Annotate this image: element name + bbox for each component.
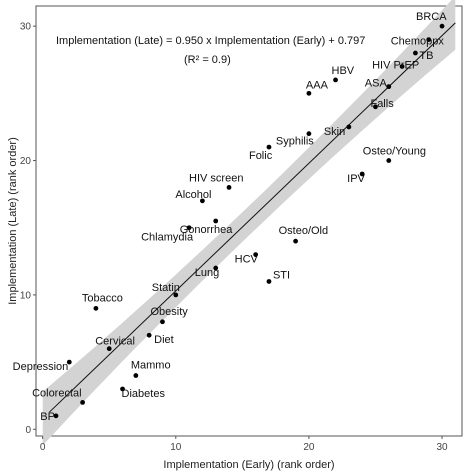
point-label: HIV screen: [189, 172, 243, 184]
point-label: AAA: [306, 79, 329, 91]
data-point: [306, 131, 312, 137]
data-point: [413, 50, 418, 56]
data-point: [399, 64, 405, 69]
data-point: [293, 238, 298, 244]
data-point: [200, 198, 205, 204]
x-axis-ticks: 0 10 20 30: [40, 436, 448, 453]
data-point: [386, 158, 392, 163]
data-point: [173, 292, 179, 298]
data-point: [66, 359, 72, 365]
point-label: Skin: [324, 126, 345, 138]
data-point: [439, 23, 445, 29]
x-tick-label: 10: [170, 442, 182, 453]
data-point: [120, 386, 125, 392]
point-label: Statin: [152, 282, 180, 294]
point-label: IPV: [347, 173, 365, 185]
data-point: [346, 124, 352, 130]
point-label: HCV: [235, 254, 259, 266]
data-point: [266, 279, 272, 284]
data-point: [146, 332, 152, 338]
data-point: [426, 37, 432, 42]
regression-r-squared: (R² = 0.9): [184, 54, 231, 66]
point-label: BRCA: [416, 11, 447, 23]
point-label: Alcohol: [175, 189, 211, 201]
data-point: [160, 319, 165, 325]
y-tick-label: 0: [25, 425, 31, 436]
x-tick-label: 20: [303, 442, 315, 453]
data-point: [186, 225, 192, 231]
data-point: [93, 305, 99, 311]
point-label: Obesity: [150, 306, 188, 318]
point-label: Osteo/Old: [279, 225, 329, 237]
data-point: [373, 104, 378, 110]
point-label: HBV: [332, 65, 355, 77]
data-point: [266, 144, 272, 150]
y-axis-ticks: 0 10 20 30: [20, 22, 36, 436]
points-layer: BP Colorectal Depression Diabetes Mammo Cervi…: [13, 11, 448, 423]
data-point: [213, 218, 219, 224]
point-label: Folic: [249, 150, 273, 162]
data-point: [386, 84, 392, 90]
point-label: BP: [40, 411, 55, 423]
x-tick-label: 30: [436, 442, 448, 453]
point-label: ASA: [365, 78, 388, 90]
point-label: STI: [273, 269, 290, 281]
x-axis-title: Implementation (Early) (rank order): [163, 459, 334, 471]
point-label: Syphilis: [276, 136, 314, 148]
data-point: [80, 400, 85, 405]
data-point: [359, 171, 365, 177]
point-label: Mammo: [131, 360, 171, 372]
point-label: Osteo/Young: [363, 146, 426, 158]
point-label: Gonorrhea: [180, 224, 233, 236]
data-point: [213, 265, 219, 271]
confidence-band: [42, 0, 456, 446]
point-label: Colorectal: [32, 387, 82, 399]
data-point: [306, 90, 312, 96]
point-label: Cervical: [95, 336, 135, 348]
data-point: [333, 77, 338, 83]
y-axis-title: Implementation (Late) (rank order): [7, 137, 19, 305]
data-point: [253, 252, 259, 257]
data-point: [53, 413, 59, 419]
x-tick-label: 0: [40, 442, 46, 453]
plot-area: BP Colorectal Depression Diabetes Mammo Cervi…: [13, 0, 463, 453]
y-tick-label: 30: [20, 22, 32, 33]
point-label: Chemoppx: [391, 36, 445, 48]
point-label: Chlamydia: [141, 232, 194, 244]
data-point: [226, 185, 232, 190]
regression-equation: Implementation (Late) = 0.950 x Implemen…: [56, 35, 365, 47]
point-label: Diabetes: [122, 388, 166, 400]
point-label: Tobacco: [82, 292, 123, 304]
point-label: HIV PrEP: [372, 59, 419, 71]
point-label: Diet: [154, 334, 174, 346]
data-point: [106, 346, 112, 352]
point-label: Falls: [370, 98, 394, 110]
data-point: [133, 373, 139, 378]
point-label: Lung: [195, 267, 219, 279]
y-tick-label: 20: [20, 156, 32, 167]
y-tick-label: 10: [20, 290, 32, 301]
point-label: Depression: [13, 361, 69, 373]
point-label: TB: [419, 50, 433, 62]
